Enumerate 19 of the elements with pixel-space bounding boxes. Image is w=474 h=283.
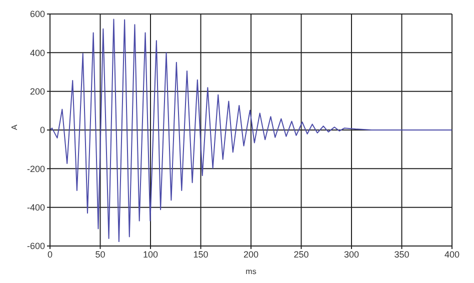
x-tick-label: 400 xyxy=(444,249,460,260)
y-tick-label: -400 xyxy=(26,202,45,213)
x-tick-label: 150 xyxy=(193,249,208,260)
x-tick-label: 50 xyxy=(95,249,106,260)
y-tick-label: -600 xyxy=(26,241,45,252)
y-tick-label: 0 xyxy=(40,125,45,136)
line-series xyxy=(50,18,452,242)
x-tick-label: 300 xyxy=(344,249,360,260)
y-tick-label: -200 xyxy=(26,164,45,174)
x-axis-title: ms xyxy=(246,267,256,276)
x-tick-label: 350 xyxy=(394,249,410,260)
y-tick-label: 600 xyxy=(30,9,45,20)
y-axis-title: A xyxy=(10,124,19,130)
x-tick-label: 200 xyxy=(243,249,259,260)
x-tick-label: 100 xyxy=(142,249,158,260)
x-tick-label: 0 xyxy=(47,249,53,260)
y-tick-label: 400 xyxy=(30,48,45,58)
x-tick-label: 250 xyxy=(294,249,309,260)
y-tick-label: 200 xyxy=(30,86,45,97)
